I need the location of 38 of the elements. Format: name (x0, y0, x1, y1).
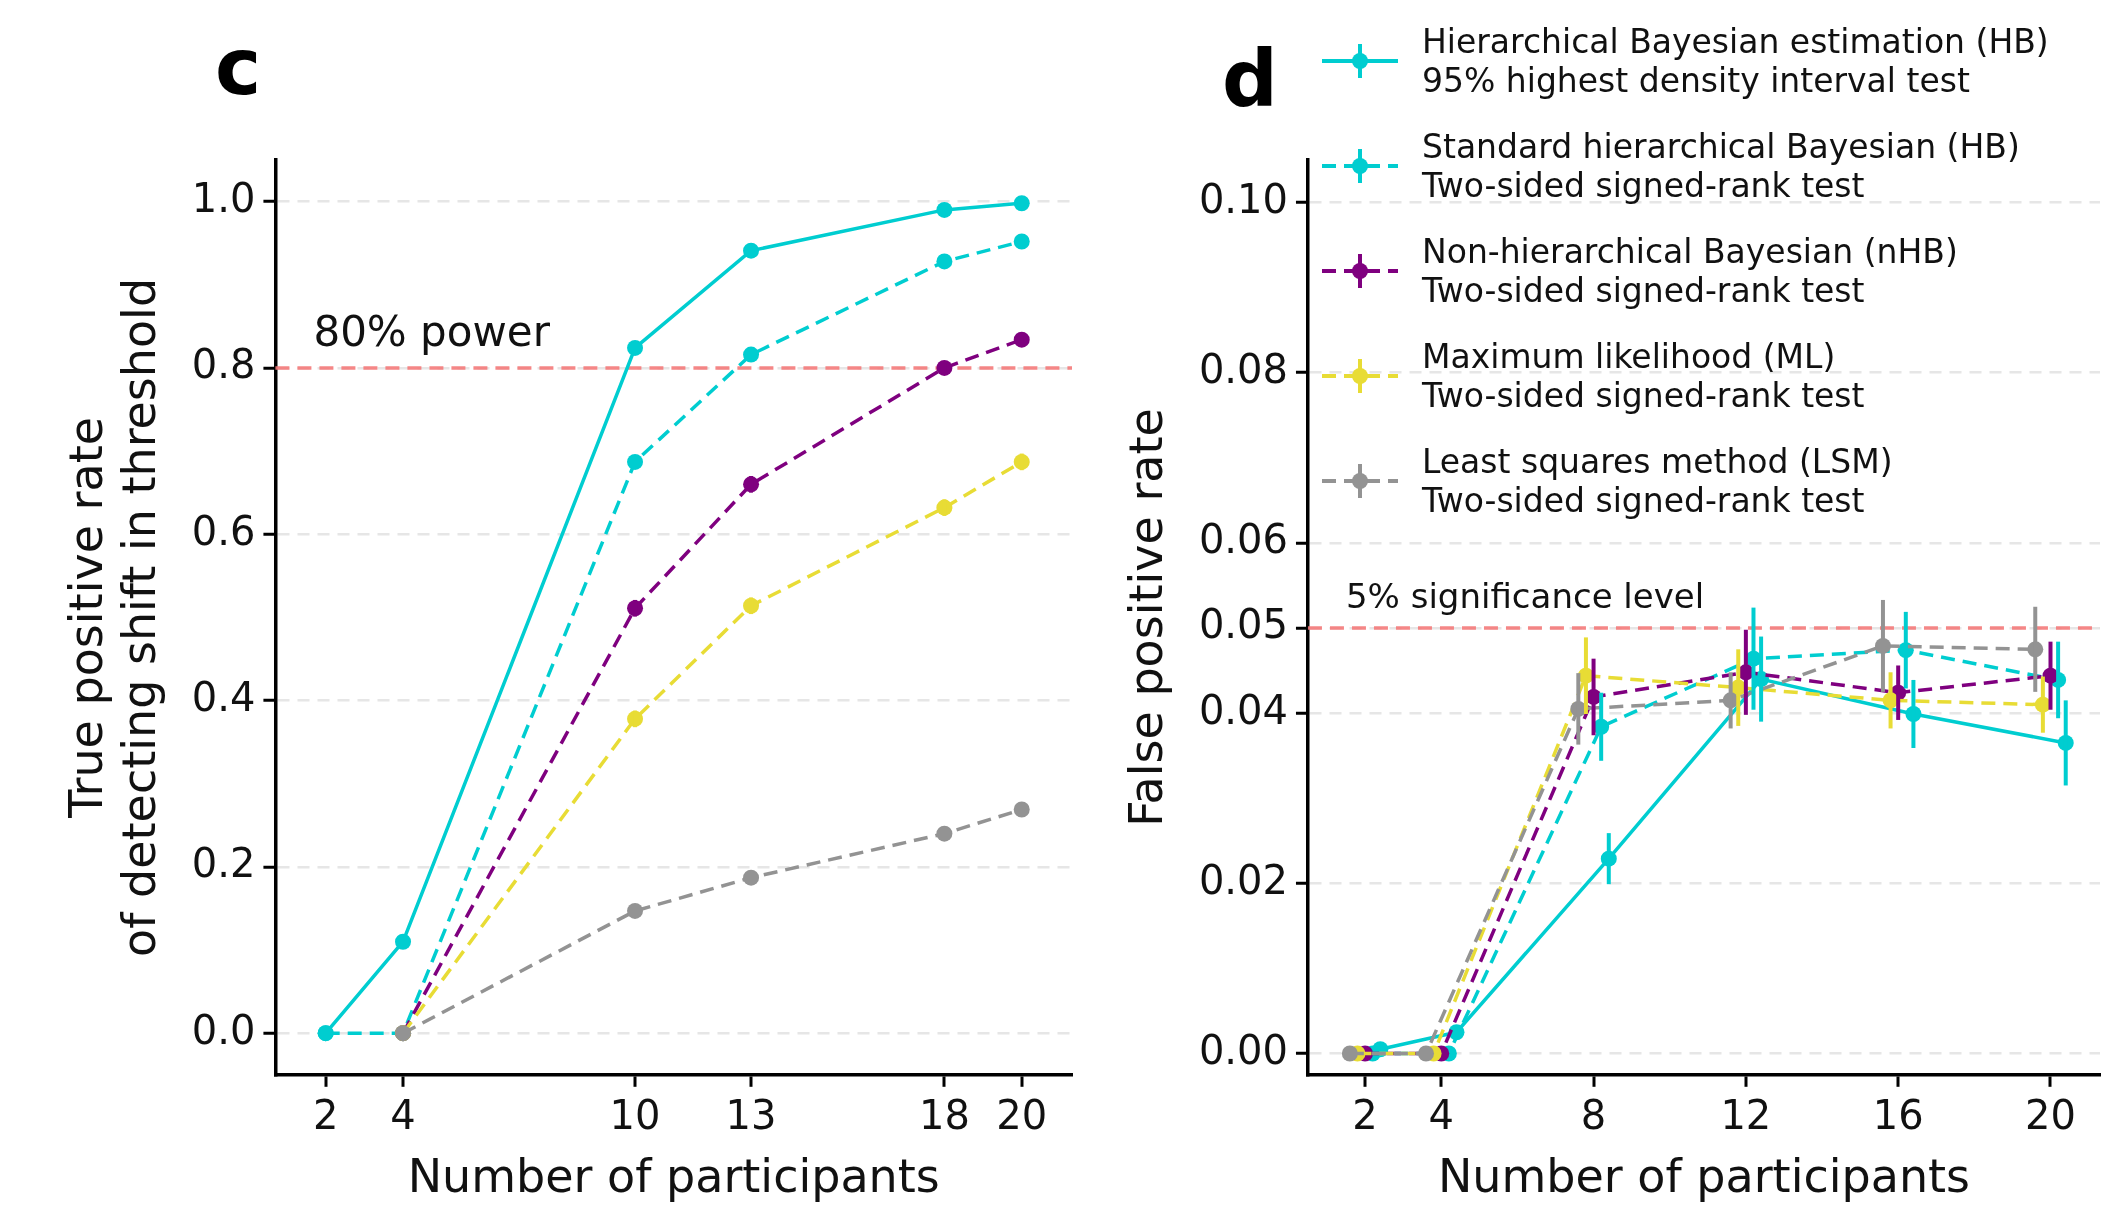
ref-line-label: 80% power (313, 306, 551, 356)
y-tick-label: 0.0 (191, 1006, 256, 1053)
y-tick-label: 0.08 (1198, 346, 1288, 393)
legend-label: Maximum likelihood (ML) Two-sided signed-rank test (1422, 337, 1865, 415)
ref-line-label: 5% significance level (1345, 575, 1705, 616)
y-tick-label: 0.8 (191, 341, 256, 388)
y-tick-label: 0.06 (1198, 516, 1288, 563)
y-tick-label: 0.10 (1198, 175, 1288, 222)
chart-title: d (1222, 34, 1278, 124)
x-tick-label: 16 (1872, 1092, 1924, 1139)
x-tick-label: 20 (2025, 1092, 2076, 1139)
y-tick-label: 0.2 (191, 840, 256, 887)
x-tick-label: 2 (312, 1092, 339, 1139)
x-tick-label: 8 (1580, 1092, 1607, 1139)
y-axis-title: True positive rate of detecting shift in threshold (59, 277, 167, 957)
y-tick-label: 0.00 (1198, 1026, 1288, 1073)
x-tick-label: 4 (390, 1092, 416, 1139)
x-tick-label: 13 (725, 1092, 777, 1139)
y-tick-label: 1.0 (191, 174, 256, 221)
x-tick-label: 4 (1428, 1092, 1454, 1139)
x-axis-title: Number of participants (1437, 1149, 1971, 1204)
y-tick-label: 0.6 (191, 507, 256, 554)
legend-label: Hierarchical Bayesian estimation (HB) 95% highest density interval test (1422, 22, 2049, 100)
legend-label: Standard hierarchical Bayesian (HB) Two-sided signed-rank test (1422, 127, 2020, 205)
x-axis-title: Number of participants (407, 1149, 940, 1204)
y-tick-label: 0.4 (191, 673, 256, 720)
x-tick-label: 20 (996, 1092, 1048, 1139)
legend-label: Non-hierarchical Bayesian (nHB) Two-sided signed-rank test (1422, 232, 1958, 310)
x-tick-label: 10 (609, 1092, 661, 1139)
x-tick-label: 18 (918, 1092, 970, 1139)
x-tick-label: 12 (1720, 1092, 1772, 1139)
y-tick-label: 0.04 (1198, 686, 1288, 733)
x-tick-label: 2 (1352, 1092, 1378, 1139)
legend-label: Least squares method (LSM) Two-sided signed-rank test (1422, 442, 1893, 520)
y-tick-label: 0.02 (1198, 856, 1288, 903)
y-tick-label: 0.05 (1198, 601, 1288, 648)
y-axis-title: False positive rate (1119, 408, 1174, 827)
chart-title: c (215, 22, 262, 112)
